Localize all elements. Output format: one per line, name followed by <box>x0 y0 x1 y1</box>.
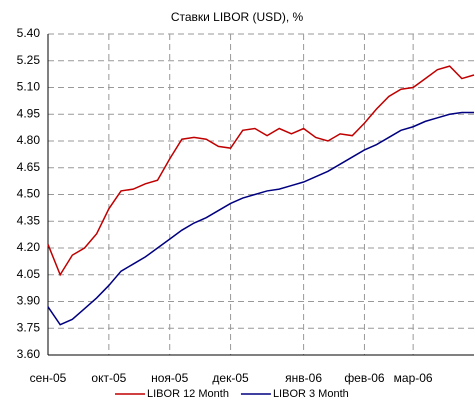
y-tick-label: 4.80 <box>17 133 41 147</box>
y-tick-label: 5.10 <box>17 80 41 94</box>
y-tick-label: 4.20 <box>17 240 41 254</box>
y-tick-label: 3.60 <box>17 347 41 361</box>
y-tick-label: 4.95 <box>17 106 41 120</box>
y-tick-label: 3.90 <box>17 294 41 308</box>
x-tick-label: ноя-05 <box>151 371 188 385</box>
legend-label: LIBOR 3 Month <box>273 388 349 400</box>
y-tick-label: 4.05 <box>17 267 41 281</box>
y-tick-label: 4.35 <box>17 213 41 227</box>
y-tick-label: 5.25 <box>17 53 41 67</box>
x-tick-label: мар-06 <box>394 371 433 385</box>
series-line <box>47 65 475 277</box>
y-tick-label: 4.65 <box>17 160 41 174</box>
x-tick-label: фев-06 <box>344 371 385 385</box>
x-tick-label: сен-05 <box>30 371 67 385</box>
y-tick-label: 5.40 <box>17 26 41 40</box>
x-tick-label: янв-06 <box>285 371 322 385</box>
y-tick-label: 4.50 <box>17 187 41 201</box>
chart-title: Ставки LIBOR (USD), % <box>171 10 304 24</box>
x-tick-label: дек-05 <box>212 371 249 385</box>
x-tick-label: окт-05 <box>91 371 126 385</box>
series-line <box>47 111 474 326</box>
legend-label: LIBOR 12 Month <box>147 388 229 400</box>
y-tick-label: 3.75 <box>17 320 41 334</box>
